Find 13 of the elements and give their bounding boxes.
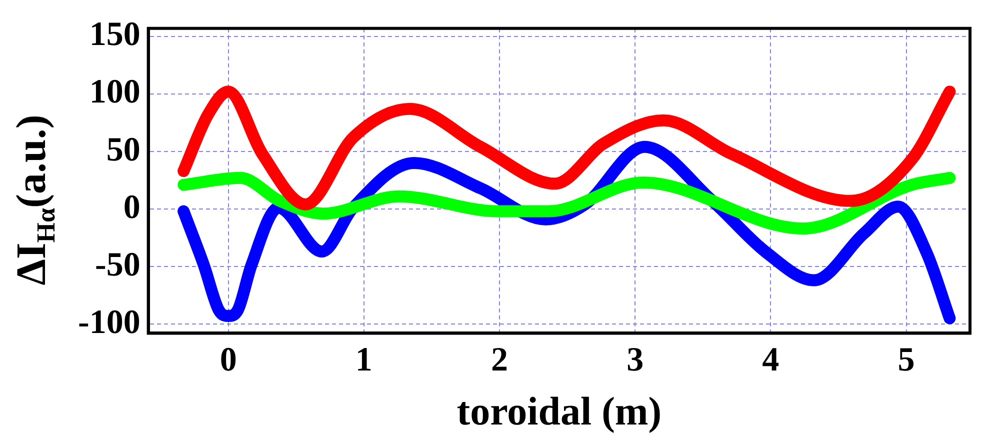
x-tick-label: 2 bbox=[491, 341, 508, 378]
y-tick-label: 100 bbox=[89, 74, 140, 111]
x-tick-label: 3 bbox=[626, 341, 644, 378]
y-tick-label: 0 bbox=[123, 188, 140, 226]
y-tick-label: -100 bbox=[78, 304, 140, 341]
y-tick-label: 150 bbox=[89, 16, 140, 54]
x-tick-label: 5 bbox=[898, 341, 915, 378]
x-tick-label: 1 bbox=[355, 341, 372, 378]
x-tick-label: 0 bbox=[220, 341, 237, 378]
y-tick-label: 50 bbox=[106, 131, 140, 168]
x-axis-title: toroidal (m) bbox=[456, 388, 662, 434]
x-tick-label: 4 bbox=[762, 341, 780, 378]
y-tick-label: -50 bbox=[94, 246, 140, 284]
